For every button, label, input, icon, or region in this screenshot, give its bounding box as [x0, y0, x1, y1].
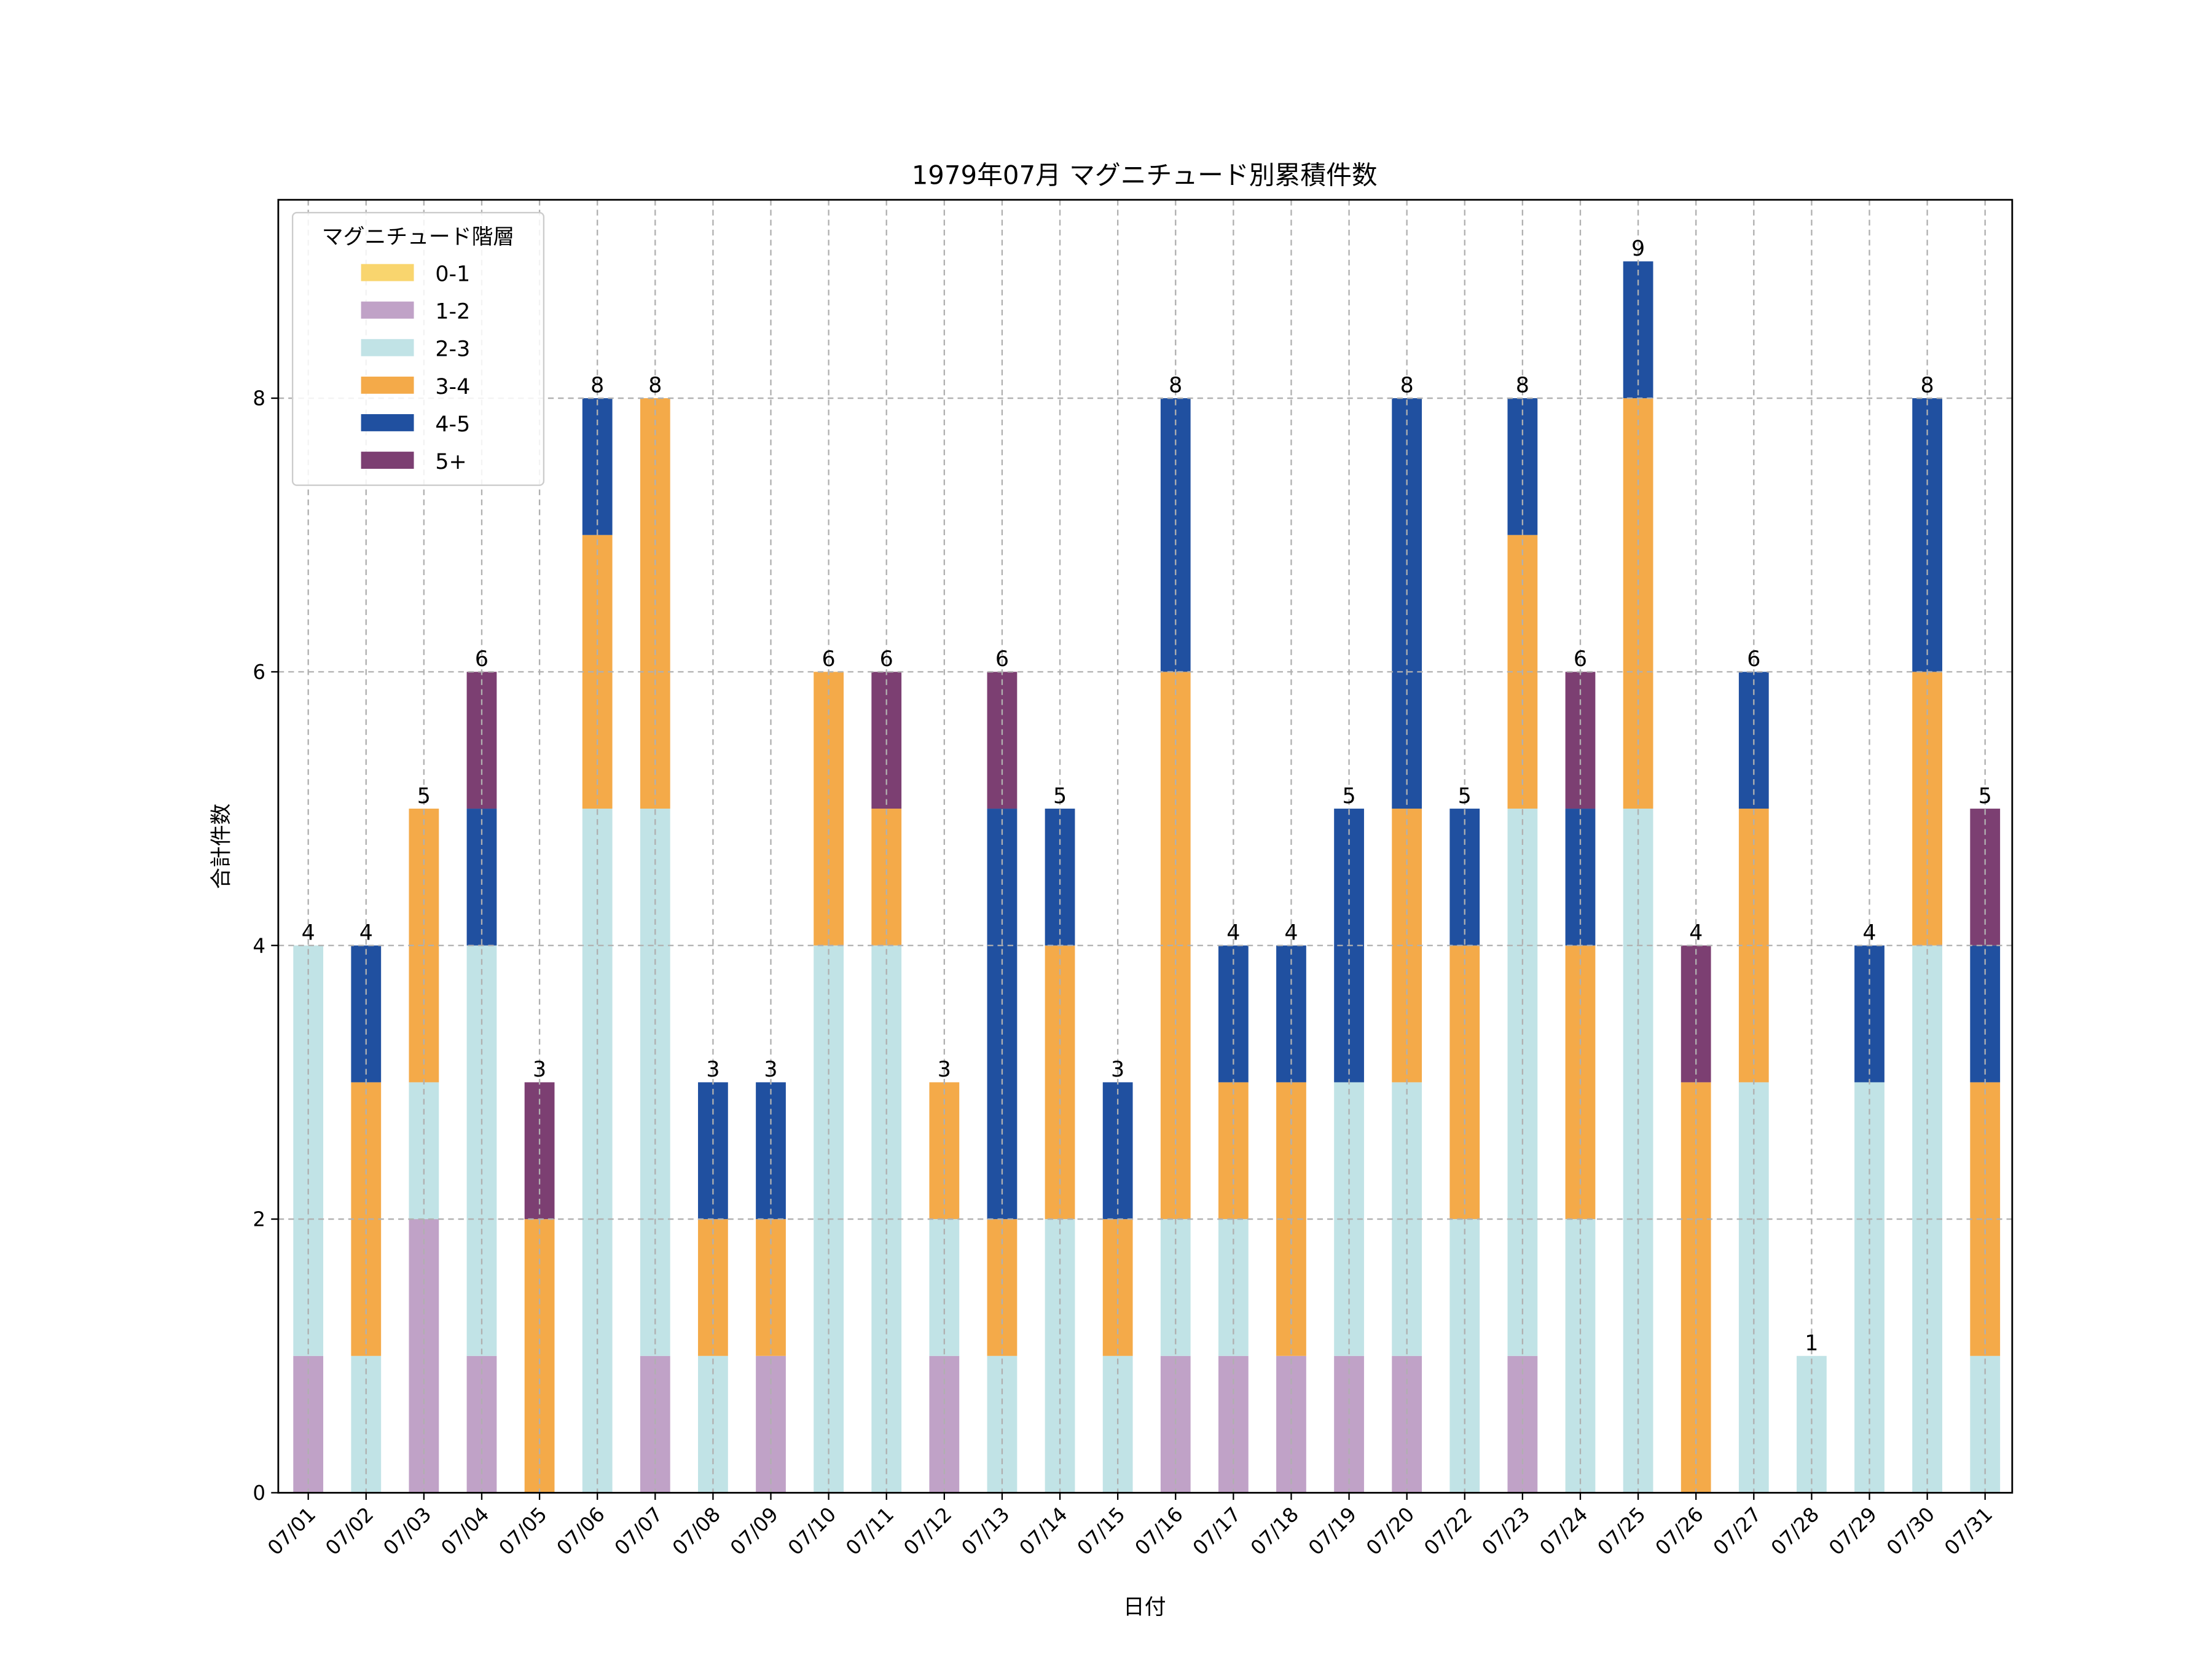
- total-label: 6: [475, 647, 488, 672]
- total-label: 9: [1631, 237, 1645, 261]
- total-label: 1: [1805, 1331, 1818, 1355]
- total-label: 6: [880, 647, 893, 672]
- bar-segment-2-3: [1449, 1219, 1480, 1493]
- legend-swatch-2-3: [361, 339, 414, 356]
- total-label: 3: [938, 1057, 951, 1082]
- legend-label-0-1: 0-1: [435, 262, 470, 287]
- legend-swatch-4-5: [361, 414, 414, 431]
- bar-segment-1-2: [409, 1219, 439, 1493]
- total-label: 8: [1921, 374, 1934, 398]
- x-tick-label: 07/03: [378, 1502, 436, 1559]
- y-tick-label: 2: [253, 1208, 265, 1231]
- legend-box: [291, 211, 545, 486]
- total-label: 4: [1689, 920, 1703, 945]
- total-label: 3: [533, 1057, 546, 1082]
- total-label: 8: [590, 374, 604, 398]
- y-axis-label: 合計件数: [210, 804, 234, 889]
- total-label: 6: [995, 647, 1009, 672]
- x-tick-label: 07/01: [263, 1502, 320, 1559]
- bar-segment-2-3: [1565, 1219, 1596, 1493]
- legend-swatch-5+: [361, 452, 414, 469]
- total-label: 6: [1574, 647, 1587, 672]
- total-label: 4: [1862, 920, 1876, 945]
- x-tick-label: 07/02: [321, 1502, 378, 1559]
- total-label: 5: [417, 784, 431, 809]
- legend-label-3-4: 3-4: [435, 375, 470, 399]
- x-tick-label: 07/24: [1535, 1502, 1592, 1559]
- legend-swatch-0-1: [361, 264, 414, 281]
- total-label: 3: [706, 1057, 720, 1082]
- y-tick-label: 8: [253, 387, 265, 410]
- total-label: 4: [1226, 920, 1240, 945]
- bars: [293, 261, 2001, 1493]
- x-tick-label: 07/15: [1073, 1502, 1130, 1559]
- legend: マグニチュード階層 0-1 1-2 2-3 3-4 4-5 5+: [291, 211, 545, 486]
- x-tick-label: 07/18: [1246, 1502, 1303, 1559]
- x-tick-label: 07/29: [1824, 1502, 1881, 1559]
- x-tick-label: 07/14: [1015, 1502, 1072, 1559]
- x-tick-label: 07/08: [668, 1502, 725, 1559]
- y-tick-label: 4: [253, 934, 265, 957]
- total-label: 5: [1053, 784, 1067, 809]
- plot-frame: [277, 198, 2014, 1494]
- legend-label-4-5: 4-5: [435, 412, 470, 437]
- x-tick-label: 07/07: [610, 1502, 667, 1559]
- total-label: 6: [1747, 647, 1760, 672]
- x-tick-label: 07/05: [495, 1502, 552, 1559]
- x-tick-label: 07/23: [1477, 1502, 1534, 1559]
- bar-segment-3-4: [524, 1219, 555, 1493]
- x-tick-label: 07/17: [1188, 1502, 1245, 1559]
- legend-label-2-3: 2-3: [435, 337, 470, 362]
- x-axis: 07/01 07/02 07/03 07/04 07/05 07/06 07/07 07/08…: [263, 1492, 1997, 1559]
- x-tick-label: 07/16: [1131, 1502, 1188, 1559]
- data-labels: 4 4 5 6 3 8 8 3 3 6 6 3 6 5 3 8 4 4 5 8 5 8 6 9 4 6 1 4 8 5: [302, 237, 1992, 1355]
- total-label: 5: [1342, 784, 1355, 809]
- x-tick-label: 07/11: [841, 1502, 898, 1559]
- total-label: 4: [302, 920, 315, 945]
- total-label: 5: [1458, 784, 1472, 809]
- legend-swatch-3-4: [361, 376, 414, 394]
- x-tick-label: 07/13: [957, 1502, 1014, 1559]
- x-tick-label: 07/06: [552, 1502, 610, 1559]
- legend-title: マグニチュード階層: [322, 225, 514, 249]
- legend-label-1-2: 1-2: [435, 300, 470, 324]
- y-tick-label: 0: [253, 1481, 265, 1505]
- x-tick-label: 07/09: [726, 1502, 783, 1559]
- total-label: 3: [1111, 1057, 1124, 1082]
- legend-label-5+: 5+: [435, 450, 466, 474]
- legend-swatch-1-2: [361, 301, 414, 319]
- x-tick-label: 07/27: [1709, 1502, 1766, 1559]
- total-label: 6: [822, 647, 836, 672]
- x-tick-label: 07/26: [1651, 1502, 1708, 1559]
- x-tick-label: 07/20: [1362, 1502, 1419, 1559]
- x-tick-label: 07/12: [899, 1502, 956, 1559]
- x-tick-label: 07/22: [1419, 1502, 1477, 1559]
- total-label: 8: [648, 374, 662, 398]
- y-axis: 0 2 4 6 8: [253, 387, 278, 1505]
- total-label: 8: [1516, 374, 1529, 398]
- x-tick-label: 07/28: [1767, 1502, 1824, 1559]
- x-tick-label: 07/31: [1940, 1502, 1997, 1559]
- x-tick-label: 07/30: [1882, 1502, 1939, 1559]
- x-axis-label: 日付: [1123, 1595, 1166, 1620]
- x-tick-label: 07/25: [1593, 1502, 1650, 1559]
- total-label: 3: [764, 1057, 777, 1082]
- total-label: 4: [1284, 920, 1298, 945]
- y-tick-label: 6: [253, 661, 265, 684]
- x-tick-label: 07/04: [436, 1502, 493, 1559]
- total-label: 5: [1979, 784, 1992, 809]
- total-label: 8: [1169, 374, 1182, 398]
- x-tick-label: 07/19: [1304, 1502, 1361, 1559]
- total-label: 4: [359, 920, 373, 945]
- bar-segment-2-3: [1045, 1219, 1075, 1493]
- x-tick-label: 07/10: [783, 1502, 841, 1559]
- chart-title: 1979年07月 マグニチュード別累積件数: [912, 160, 1378, 190]
- total-label: 8: [1400, 374, 1414, 398]
